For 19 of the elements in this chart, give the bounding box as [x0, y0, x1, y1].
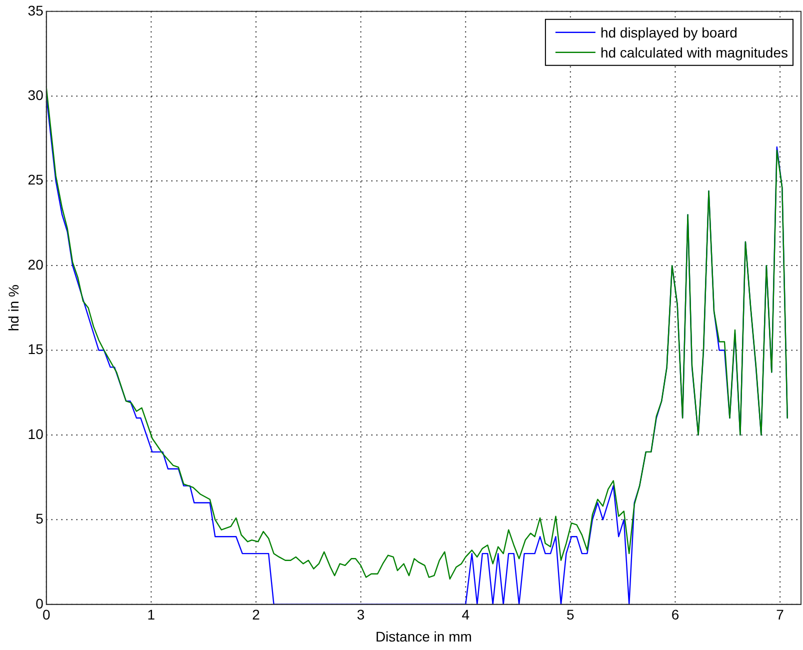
y-tick-label: 20 [28, 256, 44, 272]
x-tick-label: 5 [566, 606, 575, 623]
legend-label: hd calculated with magnitudes [600, 44, 788, 60]
y-axis-title: hd in % [5, 284, 22, 332]
x-tick-label: 6 [671, 606, 680, 623]
y-tick-label: 0 [36, 595, 44, 612]
x-axis-title: Distance in mm [375, 628, 472, 644]
y-tick-label: 30 [28, 86, 44, 103]
y-tick-label: 25 [28, 172, 44, 188]
x-tick-label: 2 [252, 606, 260, 623]
legend-label: hd displayed by board [600, 24, 738, 40]
x-tick-label: 7 [776, 606, 784, 623]
x-tick-label: 4 [462, 606, 470, 623]
y-tick-label: 10 [28, 426, 44, 442]
x-tick-label: 1 [147, 606, 156, 623]
y-tick-label: 5 [36, 510, 44, 527]
y-tick-label: 35 [28, 2, 44, 18]
y-tick-label: 15 [28, 341, 44, 358]
x-tick-label: 3 [356, 606, 365, 623]
